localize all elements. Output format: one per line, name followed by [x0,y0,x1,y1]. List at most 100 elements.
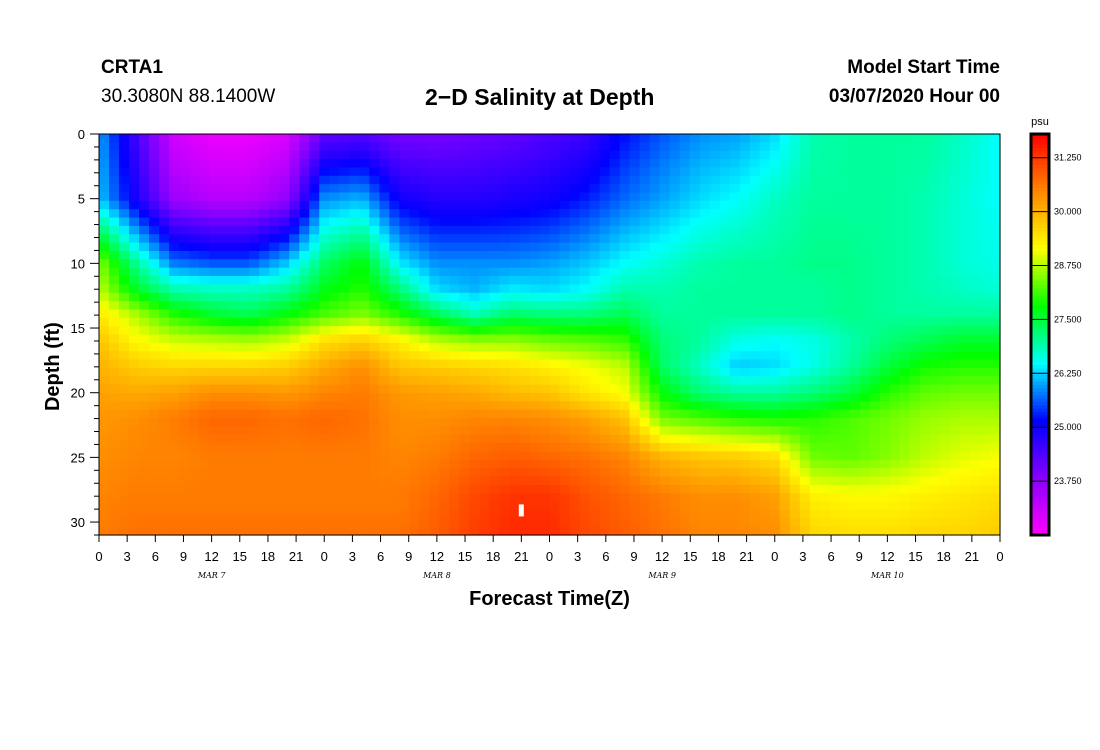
heatmap-cell [839,142,851,152]
heatmap-cell [699,367,711,377]
heatmap-cell [329,250,340,260]
heatmap-cell [109,509,120,519]
heatmap-cell [119,359,130,369]
heatmap-cell [959,401,971,411]
heatmap-cell [589,342,601,352]
heatmap-cell [569,426,581,436]
heatmap-cell [619,451,631,461]
heatmap-cell [439,134,450,143]
heatmap-cell [869,418,881,427]
heatmap-cell [429,142,440,152]
heatmap-cell [119,326,130,336]
heatmap-cell [429,476,440,486]
heatmap-cell [649,418,661,427]
heatmap-cell [469,250,481,260]
heatmap-cell [959,317,971,327]
heatmap-cell [329,359,340,369]
heatmap-cell [809,326,821,336]
heatmap-cell [569,142,581,152]
heatmap-cell [559,334,571,344]
heatmap-cell [499,493,511,503]
heatmap-cell [179,501,190,511]
heatmap-cell [829,334,841,344]
heatmap-cell [419,409,430,419]
heatmap-cell [939,134,951,143]
heatmap-cell [629,451,641,461]
heatmap-cell [989,150,1001,160]
heatmap-cell [629,142,641,152]
heatmap-cell [659,159,671,169]
heatmap-cell [619,142,631,152]
heatmap-cell [429,392,440,402]
heatmap-cell [629,501,641,511]
heatmap-cell [629,426,641,436]
heatmap-cell [719,326,731,336]
heatmap-cell [579,242,591,252]
heatmap-cell [539,451,551,461]
heatmap-cell [719,484,731,494]
heatmap-cell [389,267,400,277]
heatmap-cell [159,276,170,285]
heatmap-cell [429,443,440,453]
heatmap-cell [329,326,340,336]
heatmap-cell [909,493,921,503]
heatmap-cell [429,209,440,219]
heatmap-cell [479,351,491,361]
heatmap-cell [969,476,981,486]
heatmap-cell [169,234,180,244]
heatmap-cell [679,509,691,519]
heatmap-cell [259,392,270,402]
heatmap-cell [569,150,581,160]
heatmap-cell [619,384,631,394]
heatmap-cell [909,167,921,177]
heatmap-cell [959,284,971,294]
heatmap-cell [609,409,621,419]
heatmap-cell [589,359,601,369]
heatmap-cell [699,451,711,461]
heatmap-cell [259,292,270,302]
heatmap-cell [469,217,481,227]
heatmap-cell [469,184,481,194]
heatmap-cell [599,342,611,352]
heatmap-cell [259,451,270,461]
heatmap-cell [839,167,851,177]
heatmap-cell [879,309,891,319]
heatmap-cell [529,317,541,327]
heatmap-cell [409,342,420,352]
heatmap-cell [659,301,671,311]
heatmap-cell [989,401,1001,411]
heatmap-cell [209,401,220,411]
heatmap-cell [589,418,601,427]
heatmap-cell [699,426,711,436]
heatmap-cell [759,209,771,219]
heatmap-cell [139,167,150,177]
heatmap-cell [659,317,671,327]
heatmap-cell [809,384,821,394]
heatmap-cell [859,526,871,536]
heatmap-cell [119,451,130,461]
heatmap-cell [919,484,931,494]
heatmap-cell [519,434,531,444]
heatmap-cell [429,175,440,185]
heatmap-cell [759,392,771,402]
heatmap-cell [819,392,831,402]
heatmap-cell [139,326,150,336]
heatmap-cell [379,200,390,210]
heatmap-cell [619,376,631,386]
heatmap-cell [879,484,891,494]
heatmap-cell [319,134,330,143]
heatmap-cell [669,267,681,277]
heatmap-cell [499,200,511,210]
heatmap-cell [619,367,631,377]
heatmap-cell [299,359,310,369]
heatmap-cell [939,484,951,494]
heatmap-cell [579,276,591,285]
heatmap-cell [829,484,841,494]
heatmap-cell [399,468,410,478]
heatmap-cell [809,493,821,503]
heatmap-cell [529,468,541,478]
heatmap-cell [959,434,971,444]
heatmap-cell [189,167,200,177]
heatmap-cell [389,459,400,469]
heatmap-cell [689,459,701,469]
